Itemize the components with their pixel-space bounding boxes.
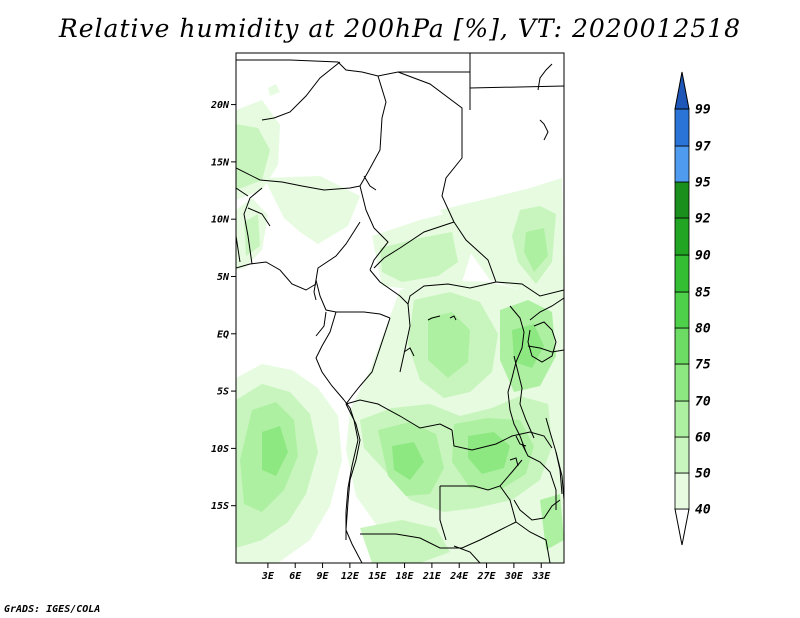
colorbar-label: 99: [695, 103, 711, 118]
grads-credit: GrADS: IGES/COLA: [4, 604, 101, 615]
lon-tick-label: 24E: [449, 571, 469, 582]
colorbar-label: 95: [695, 176, 711, 191]
lat-tick-label: 5S: [217, 387, 229, 398]
colorbar-label: 60: [695, 431, 711, 446]
colorbar-segment: [674, 145, 690, 183]
colorbar-segment: [674, 363, 690, 402]
colorbar-label: 92: [695, 212, 711, 227]
map-frame: [235, 52, 565, 564]
colorbar-label: 70: [695, 395, 711, 410]
colorbar-label: 85: [695, 286, 711, 301]
colorbar-upper-arrow: [674, 71, 690, 110]
lon-tick-label: 15E: [368, 571, 387, 582]
colorbar-segment: [674, 327, 690, 365]
lat-tick-label: 15S: [211, 501, 229, 512]
lon-tick-label: 21E: [422, 571, 442, 582]
lon-tick-label: 30E: [504, 571, 524, 582]
colorbar-segment: [674, 254, 690, 293]
lon-tick-label: 12E: [341, 571, 360, 582]
lat-tick-label: 5N: [217, 272, 230, 283]
lat-tick-label: 10S: [211, 444, 229, 455]
colorbar-segment: [674, 108, 690, 147]
colorbar-segment: [674, 400, 690, 438]
colorbar-segment: [674, 472, 690, 510]
country-borders: [236, 53, 564, 563]
lat-tick-label: 15N: [211, 157, 230, 168]
map-title: Relative humidity at 200hPa [%], VT: 202…: [58, 14, 742, 43]
lon-tick-label: 3E: [261, 571, 275, 582]
colorbar-label: 40: [695, 503, 711, 518]
lon-tick-label: 18E: [396, 571, 415, 582]
humidity-region-75: [262, 324, 544, 480]
colorbar: 40 50 60 70 75 80 85 90 92 95 97 99: [674, 71, 711, 546]
lon-tick-label: 9E: [317, 571, 330, 582]
lon-tick-label: 6E: [289, 571, 302, 582]
colorbar-lower-arrow: [674, 508, 690, 546]
humidity-field: [236, 84, 564, 563]
colorbar-segment: [674, 291, 690, 329]
lat-tick-label: 10N: [211, 215, 230, 226]
colorbar-segment: [674, 436, 690, 474]
lat-tick-label: 20N: [210, 100, 230, 111]
colorbar-label: 50: [695, 467, 711, 482]
latitude-axis: 20N 15N 10N 5N EQ 5S 10S 15S: [210, 100, 236, 512]
lat-tick-label: EQ: [217, 329, 229, 340]
longitude-axis: 3E 6E 9E 12E 15E 18E 21E 24E 27E 30E 33E: [261, 563, 551, 582]
colorbar-label: 75: [695, 358, 711, 373]
lon-tick-label: 33E: [531, 571, 551, 582]
lon-tick-label: 27E: [477, 571, 497, 582]
colorbar-segment: [674, 217, 690, 256]
colorbar-label: 97: [695, 140, 711, 155]
colorbar-label: 80: [695, 322, 711, 337]
colorbar-segment: [674, 181, 690, 219]
colorbar-label: 90: [695, 249, 711, 264]
